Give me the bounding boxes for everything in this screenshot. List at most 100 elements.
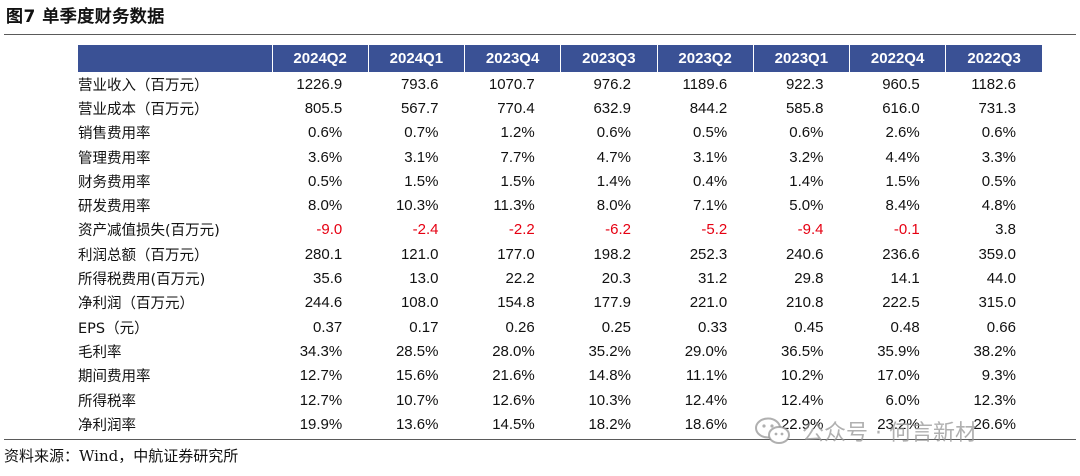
row-label: 净利润（百万元）	[78, 296, 194, 313]
table-cell: 0.37	[313, 318, 343, 336]
row-label: 期间费用率	[78, 369, 151, 386]
table-cell: 8.0%	[596, 197, 631, 215]
table-cell: 0.5%	[693, 124, 728, 142]
table-cell: 8.4%	[885, 197, 920, 215]
table-row: 销售费用率 0.6% 0.7% 1.2% 0.6% 0.5% 0.6% 2.6% 0.6%	[78, 121, 1042, 145]
table-cell: 17.0%	[877, 367, 920, 385]
bottom-divider	[4, 439, 1076, 440]
table-cell: 121.0	[400, 245, 439, 263]
table-cell: 0.17	[409, 318, 439, 336]
table-cell: 0.33	[698, 318, 728, 336]
table-cell: 14.1	[890, 270, 920, 288]
financial-table: 2024Q2 2024Q1 2023Q4 2023Q3 2023Q2 2023Q1 2022…	[78, 45, 1042, 436]
table-cell: 0.66	[986, 318, 1016, 336]
table-cell: 4.8%	[981, 197, 1016, 215]
table-cell: 10.3%	[588, 391, 631, 409]
table-cell: 1.4%	[596, 172, 631, 190]
table-row: 净利润率 19.9% 13.6% 14.5% 18.2% 18.6% 22.9% 23.2% 2…	[78, 412, 1042, 436]
table-cell: 12.6%	[492, 391, 535, 409]
table-cell: 26.6%	[973, 415, 1016, 433]
table-cell: -5.2	[701, 221, 728, 239]
table-cell: 0.25	[601, 318, 631, 336]
table-cell: 0.6%	[981, 124, 1016, 142]
table-cell: 976.2	[593, 75, 631, 93]
table-cell: 0.5%	[981, 172, 1016, 190]
table-cell: 0.4%	[693, 172, 728, 190]
table-cell: 7.1%	[693, 197, 728, 215]
table-cell: 1.5%	[404, 172, 439, 190]
row-label: 所得税费用(百万元)	[78, 272, 206, 289]
table-cell: 0.6%	[789, 124, 824, 142]
table-row: 营业收入（百万元） 1226.9 793.6 1070.7 976.2 1189.6 922…	[78, 72, 1042, 96]
table-cell: 44.0	[986, 270, 1016, 288]
table-cell: 198.2	[593, 245, 631, 263]
row-label: 营业成本（百万元）	[78, 101, 209, 118]
table-cell: 15.6%	[395, 367, 439, 385]
table-row: 利润总额（百万元） 280.1 121.0 177.0 198.2 252.3 240.6 2…	[78, 242, 1042, 266]
table-cell: 210.8	[785, 294, 824, 312]
row-label: 资产减值损失(百万元)	[78, 223, 220, 240]
table-cell: 19.9%	[299, 415, 343, 433]
table-cell: 1.4%	[789, 172, 824, 190]
table-cell: 11.1%	[685, 367, 728, 385]
table-cell: 252.3	[689, 245, 728, 263]
table-cell: 221.0	[689, 294, 728, 312]
top-divider	[4, 34, 1076, 35]
table-cell: 177.0	[497, 245, 535, 263]
table-row: 财务费用率 0.5% 1.5% 1.5% 1.4% 0.4% 1.4% 1.5% 0.5%	[78, 169, 1042, 193]
row-label: 净利润率	[78, 417, 136, 434]
table-cell: 10.2%	[780, 367, 824, 385]
table-cell: 770.4	[497, 99, 535, 117]
row-label: 财务费用率	[78, 174, 151, 191]
table-cell: 29.8	[794, 270, 824, 288]
table-cell: 0.26	[505, 318, 535, 336]
table-cell: 8.0%	[308, 197, 343, 215]
table-cell: 34.3%	[299, 342, 343, 360]
table-cell: 1182.6	[971, 75, 1016, 93]
table-row: 研发费用率 8.0% 10.3% 11.3% 8.0% 7.1% 5.0% 8.4% 4.8%	[78, 193, 1042, 217]
table-cell: -6.2	[605, 221, 631, 239]
table-cell: 844.2	[689, 99, 728, 117]
column-header: 2024Q1	[368, 45, 466, 72]
table-cell: 585.8	[785, 99, 824, 117]
table-row: 期间费用率 12.7% 15.6% 21.6% 14.8% 11.1% 10.2% 17.0%…	[78, 364, 1042, 388]
table-cell: 922.3	[785, 75, 824, 93]
table-cell: 3.6%	[308, 148, 343, 166]
table-cell: 567.7	[400, 99, 439, 117]
table-cell: 280.1	[304, 245, 343, 263]
row-label: 利润总额（百万元）	[78, 247, 209, 264]
table-cell: 35.6	[313, 270, 343, 288]
table-cell: 20.3	[601, 270, 631, 288]
table-cell: 12.4%	[684, 391, 728, 409]
column-header: 2022Q4	[849, 45, 947, 72]
table-cell: 23.2%	[877, 415, 920, 433]
table-cell: 2.6%	[885, 124, 920, 142]
table-cell: 14.8%	[588, 367, 631, 385]
table-cell: 960.5	[882, 75, 920, 93]
table-cell: 10.3%	[395, 197, 439, 215]
table-cell: 5.0%	[789, 197, 824, 215]
table-cell: 12.7%	[299, 367, 343, 385]
table-cell: 108.0	[400, 294, 439, 312]
table-row: 所得税率 12.7% 10.7% 12.6% 10.3% 12.4% 12.4% 6.0% 12…	[78, 388, 1042, 412]
table-cell: 632.9	[593, 99, 631, 117]
table-cell: 12.7%	[299, 391, 343, 409]
table-cell: 0.48	[890, 318, 920, 336]
row-label: 销售费用率	[78, 126, 151, 143]
table-cell: 28.5%	[395, 342, 439, 360]
table-cell: 3.8	[995, 221, 1016, 239]
row-label: EPS（元）	[78, 320, 149, 337]
table-cell: 38.2%	[973, 342, 1016, 360]
table-cell: 1226.9	[296, 75, 343, 93]
table-cell: 9.3%	[981, 367, 1016, 385]
table-cell: 4.4%	[885, 148, 920, 166]
table-cell: 731.3	[978, 99, 1016, 117]
table-cell: 177.9	[593, 294, 631, 312]
table-cell: 11.3%	[493, 197, 535, 215]
table-cell: 12.3%	[973, 391, 1016, 409]
table-cell: -2.4	[412, 221, 439, 239]
table-cell: 0.6%	[596, 124, 631, 142]
table-cell: -9.0	[316, 221, 343, 239]
table-cell: -9.4	[797, 221, 824, 239]
table-cell: 36.5%	[780, 342, 824, 360]
